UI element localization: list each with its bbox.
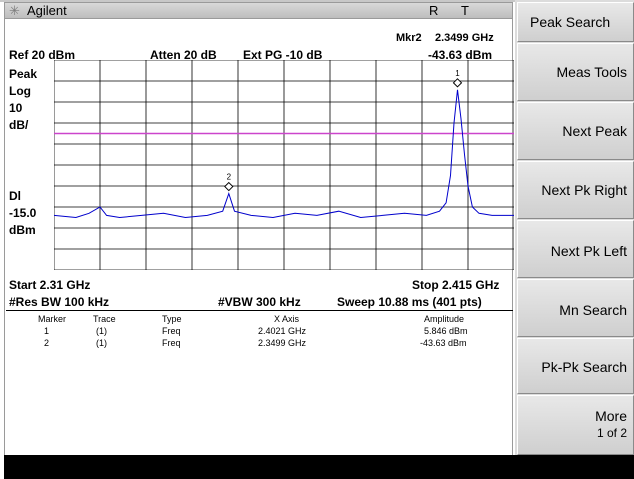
marker-2-number: 2 <box>227 173 232 182</box>
scale-unit: dB/ <box>9 118 29 132</box>
menu-title-label: Peak Search <box>530 14 611 30</box>
display-line-label: Dl <box>9 189 21 203</box>
table-row-2-type: Freq <box>162 338 181 348</box>
marker-1-number: 1 <box>455 69 460 78</box>
sweep-time: Sweep 10.88 ms (401 pts) <box>337 295 482 309</box>
col-header-trace: Trace <box>93 314 116 324</box>
spectrum-graticule: 1 2 <box>54 60 514 270</box>
resolution-bandwidth: #Res BW 100 kHz <box>9 295 110 309</box>
softkey-menu-title: Peak Search <box>517 2 634 42</box>
pk-pk-search-button[interactable]: Pk-Pk Search <box>517 338 634 394</box>
softkey-panel: Peak Search Meas Tools Next Peak Next Pk… <box>515 0 634 455</box>
scale-type: Log <box>9 84 31 98</box>
table-row-2-trace: (1) <box>96 338 107 348</box>
table-row-1-amplitude: 5.846 dBm <box>424 326 468 336</box>
ref-level: Ref 20 dBm <box>9 48 76 62</box>
indicator-t: T <box>461 3 469 18</box>
table-row-2-xaxis: 2.3499 GHz <box>258 338 307 348</box>
table-row-2-marker: 2 <box>44 338 50 348</box>
marker-amplitude: -43.63 dBm <box>428 48 493 62</box>
title-bar: ✳ Agilent R T <box>4 2 513 19</box>
min-search-label: Mn Search <box>559 302 627 318</box>
table-row-1-trace: (1) <box>96 326 107 336</box>
top-strip <box>0 0 634 2</box>
table-row-1-xaxis: 2.4021 GHz <box>258 326 307 336</box>
pk-pk-search-label: Pk-Pk Search <box>541 359 627 375</box>
ext-pg: Ext PG -10 dB <box>243 48 323 62</box>
more-button[interactable]: More 1 of 2 <box>517 395 634 455</box>
marker-1-diamond: 1 <box>452 69 463 88</box>
agilent-logo-icon: ✳ <box>9 3 20 18</box>
marker-frequency: 2.3499 GHz <box>435 32 494 44</box>
attenuation: Atten 20 dB <box>150 48 217 62</box>
display-line-unit: dBm <box>9 223 36 237</box>
table-separator <box>6 310 513 311</box>
col-header-xaxis: X Axis <box>274 314 300 324</box>
status-bar <box>4 455 634 479</box>
more-label: More <box>595 408 627 424</box>
display-line-value: -15.0 <box>9 206 37 220</box>
min-search-button[interactable]: Mn Search <box>517 279 634 337</box>
grid-lines <box>54 60 514 270</box>
col-header-type: Type <box>162 314 182 324</box>
table-row-1-marker: 1 <box>44 326 50 336</box>
table-row-1-type: Freq <box>162 326 181 336</box>
next-pk-left-label: Next Pk Left <box>550 243 627 259</box>
table-row-2-amplitude: -43.63 dBm <box>420 338 467 348</box>
next-peak-button[interactable]: Next Peak <box>517 102 634 160</box>
brand-name: Agilent <box>27 3 67 18</box>
detector-label: Peak <box>9 67 38 81</box>
trace-1 <box>54 89 514 219</box>
meas-tools-label: Meas Tools <box>556 64 627 80</box>
marker-2-diamond: 2 <box>224 173 234 192</box>
indicator-r: R <box>429 3 439 18</box>
scale-value: 10 <box>9 101 23 115</box>
meas-tools-button[interactable]: Meas Tools <box>517 43 634 101</box>
marker-label: Mkr2 <box>396 32 422 44</box>
more-page-indicator: 1 of 2 <box>596 426 627 440</box>
next-pk-left-button[interactable]: Next Pk Left <box>517 220 634 278</box>
col-header-amplitude: Amplitude <box>424 314 465 324</box>
video-bandwidth: #VBW 300 kHz <box>218 295 301 309</box>
col-header-marker: Marker <box>38 314 67 324</box>
stop-frequency: Stop 2.415 GHz <box>412 278 500 292</box>
start-frequency: Start 2.31 GHz <box>9 278 91 292</box>
next-pk-right-label: Next Pk Right <box>541 182 627 198</box>
next-pk-right-button[interactable]: Next Pk Right <box>517 161 634 219</box>
next-peak-label: Next Peak <box>562 123 627 139</box>
analyzer-display <box>4 19 513 455</box>
